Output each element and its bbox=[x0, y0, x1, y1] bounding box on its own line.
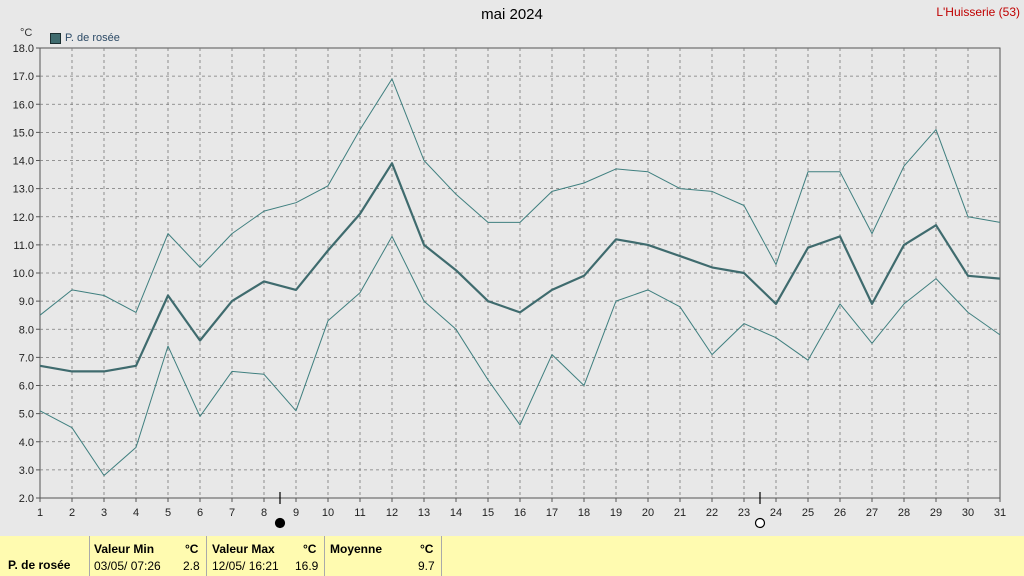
series-line-min bbox=[39, 235, 1001, 476]
avg-header: Moyenne bbox=[330, 542, 383, 556]
avg-unit: °C bbox=[420, 542, 434, 556]
x-tick-label: 19 bbox=[610, 507, 622, 519]
x-tick-label: 14 bbox=[450, 507, 462, 519]
min-header: Valeur Min bbox=[94, 542, 155, 556]
min-unit: °C bbox=[185, 542, 199, 556]
min-when: 03/05/ 07:26 bbox=[94, 559, 161, 573]
y-tick-label: 3.0 bbox=[19, 465, 34, 477]
new-moon-icon bbox=[274, 517, 286, 529]
x-tick-label: 17 bbox=[546, 507, 558, 519]
x-tick-label: 15 bbox=[482, 507, 494, 519]
y-tick-label: 6.0 bbox=[19, 381, 34, 393]
x-tick-label: 28 bbox=[898, 507, 910, 519]
y-tick-label: 11.0 bbox=[13, 240, 34, 252]
y-tick-label: 4.0 bbox=[19, 437, 34, 449]
x-tick-label: 24 bbox=[770, 507, 782, 519]
x-tick-label: 20 bbox=[642, 507, 654, 519]
x-tick-label: 29 bbox=[930, 507, 942, 519]
divider bbox=[324, 536, 325, 576]
min-value: 2.8 bbox=[183, 559, 200, 573]
legend-swatch bbox=[50, 32, 61, 44]
summary-table: P. de rosée Valeur Min °C 03/05/ 07:26 2… bbox=[0, 536, 1024, 576]
y-tick-label: 10.0 bbox=[13, 268, 34, 280]
x-tick-label: 18 bbox=[578, 507, 590, 519]
y-tick-label: 2.0 bbox=[19, 493, 34, 505]
max-value: 16.9 bbox=[295, 559, 319, 573]
x-tick-label: 16 bbox=[514, 507, 526, 519]
x-tick-label: 11 bbox=[354, 507, 365, 519]
y-tick-label: 9.0 bbox=[19, 296, 34, 308]
y-tick-label: 7.0 bbox=[19, 352, 34, 364]
divider bbox=[206, 536, 207, 576]
x-tick-label: 4 bbox=[133, 507, 139, 519]
series-line-max bbox=[39, 78, 1001, 316]
x-tick-label: 21 bbox=[674, 507, 686, 519]
y-tick-label: 5.0 bbox=[19, 409, 34, 421]
x-tick-label: 10 bbox=[322, 507, 334, 519]
x-tick-label: 22 bbox=[706, 507, 718, 519]
x-tick-label: 9 bbox=[293, 507, 299, 519]
x-tick-label: 13 bbox=[418, 507, 430, 519]
y-axis-unit: °C bbox=[20, 27, 33, 39]
y-tick-label: 13.0 bbox=[13, 184, 34, 196]
x-tick-label: 26 bbox=[834, 507, 846, 519]
x-tick-label: 6 bbox=[197, 507, 203, 519]
legend: P. de rosée bbox=[50, 32, 120, 44]
x-tick-label: 12 bbox=[386, 507, 398, 519]
x-tick-label: 8 bbox=[261, 507, 267, 519]
y-tick-label: 18.0 bbox=[13, 43, 34, 55]
avg-value: 9.7 bbox=[418, 559, 435, 573]
max-unit: °C bbox=[303, 542, 317, 556]
y-tick-label: 15.0 bbox=[13, 127, 34, 139]
x-tick-label: 1 bbox=[37, 507, 43, 519]
station-name: L'Huisserie (53) bbox=[936, 5, 1020, 19]
x-tick-label: 27 bbox=[866, 507, 878, 519]
x-tick-label: 30 bbox=[962, 507, 974, 519]
x-tick-label: 2 bbox=[69, 507, 75, 519]
full-moon-icon bbox=[754, 517, 766, 529]
x-tick-label: 31 bbox=[994, 507, 1006, 519]
legend-label: P. de rosée bbox=[65, 32, 120, 44]
divider bbox=[441, 536, 442, 576]
dewpoint-chart: 2.0 3.0 4.0 5.0 6.0 7.0 8.0 9.0 10.0 11.0 12.0 13.0… bbox=[13, 43, 1006, 529]
y-tick-label: 17.0 bbox=[13, 71, 34, 83]
summary-row-label: P. de rosée bbox=[8, 558, 71, 572]
x-tick-label: 25 bbox=[802, 507, 814, 519]
x-tick-label: 7 bbox=[229, 507, 235, 519]
y-tick-label: 16.0 bbox=[13, 99, 34, 111]
max-when: 12/05/ 16:21 bbox=[212, 559, 279, 573]
x-tick-label: 5 bbox=[165, 507, 171, 519]
x-tick-label: 23 bbox=[738, 507, 750, 519]
series-line-mean bbox=[39, 162, 1001, 373]
chart-title: mai 2024 bbox=[481, 6, 543, 23]
y-tick-label: 14.0 bbox=[13, 156, 34, 168]
max-header: Valeur Max bbox=[212, 542, 275, 556]
y-tick-label: 8.0 bbox=[19, 324, 34, 336]
x-tick-label: 3 bbox=[101, 507, 107, 519]
y-tick-label: 12.0 bbox=[13, 212, 34, 224]
divider bbox=[89, 536, 90, 576]
